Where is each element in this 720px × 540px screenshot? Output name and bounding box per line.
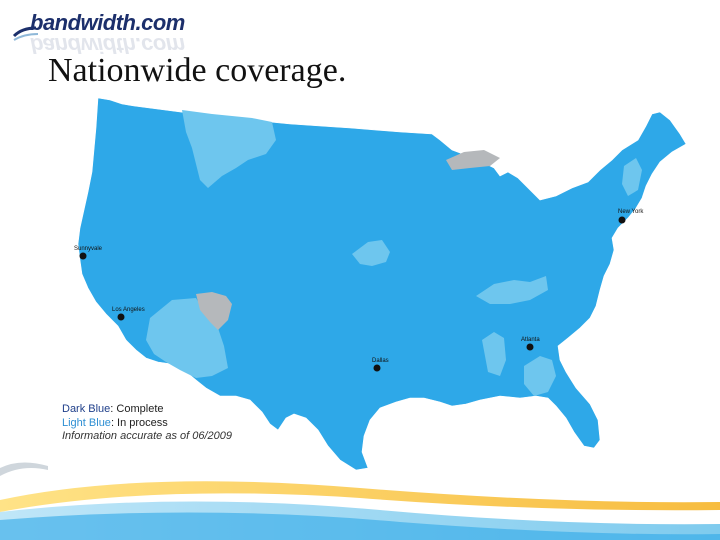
region-in-process-georgia bbox=[524, 356, 556, 396]
region-in-process-montana bbox=[182, 110, 276, 188]
city-marker-dallas: Dallas bbox=[372, 358, 389, 372]
logo-text: bandwidth.com bbox=[30, 10, 185, 35]
legend-dark-blue-value: : Complete bbox=[110, 403, 164, 415]
city-label-sunnyvale: Sunnyvale bbox=[74, 246, 103, 252]
region-not-covered-nevada bbox=[196, 292, 232, 330]
footer-swoosh-decoration bbox=[0, 462, 720, 540]
city-label-los-angeles: Los Angeles bbox=[112, 307, 145, 313]
bandwidth-logo: bandwidth.com bandwidth.com bbox=[12, 10, 185, 58]
city-marker-los-angeles: Los Angeles bbox=[112, 307, 145, 321]
city-marker-new-york: New York bbox=[618, 209, 644, 224]
city-label-atlanta: Atlanta bbox=[521, 337, 540, 343]
city-marker-sunnyvale: Sunnyvale bbox=[74, 246, 103, 260]
map-legend: Dark Blue: Complete Light Blue: In proce… bbox=[62, 403, 232, 444]
city-label-dallas: Dallas bbox=[372, 358, 389, 364]
city-label-new-york: New York bbox=[618, 209, 644, 215]
legend-light-blue-value: : In process bbox=[110, 416, 168, 429]
region-in-process-vermont bbox=[622, 158, 642, 196]
region-in-process-kansas bbox=[352, 240, 390, 266]
logo-swoosh-icon bbox=[12, 26, 39, 41]
legend-light-blue-label: Light Blue bbox=[62, 416, 111, 429]
region-in-process-kentucky bbox=[476, 276, 548, 304]
page-title: Nationwide coverage. bbox=[48, 52, 347, 89]
legend-in-process: Light Blue: In process bbox=[62, 417, 232, 431]
region-in-process-mississippi bbox=[482, 332, 506, 376]
legend-accuracy-note: Information accurate as of 06/2009 bbox=[62, 430, 232, 442]
city-marker-atlanta: Atlanta bbox=[521, 337, 540, 351]
region-not-covered-michigan-up bbox=[446, 150, 500, 170]
legend-dark-blue-label: Dark Blue bbox=[62, 403, 111, 415]
legend-complete: Dark Blue: Complete bbox=[62, 403, 232, 417]
